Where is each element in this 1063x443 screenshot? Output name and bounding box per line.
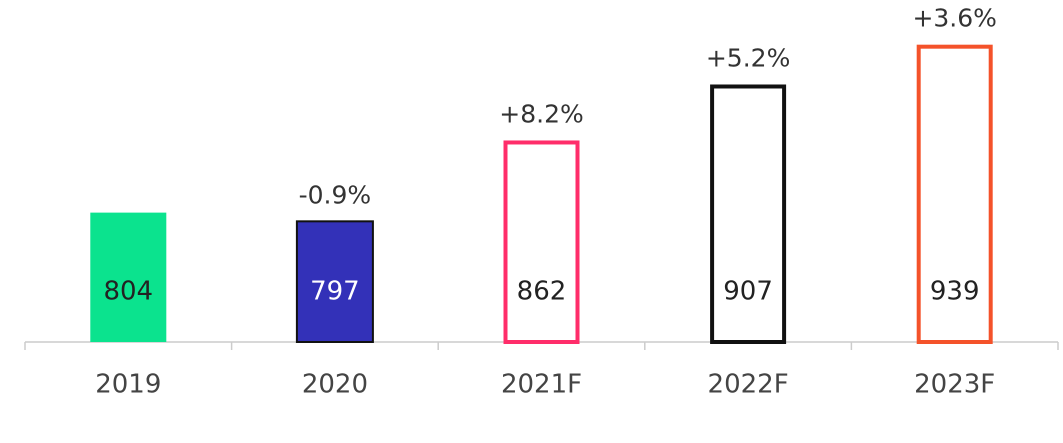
x-tick-label: 2021F: [501, 370, 582, 400]
bar: [503, 140, 580, 344]
growth-label: -0.9%: [299, 180, 372, 209]
bar: [916, 44, 993, 345]
value-label: 939: [930, 277, 980, 307]
x-tick-label: 2019: [95, 370, 161, 400]
bar: [90, 212, 167, 342]
bar: [295, 220, 374, 343]
value-label: 862: [517, 277, 567, 307]
growth-label: +8.2%: [499, 99, 583, 128]
bar: [710, 84, 787, 344]
value-label: 907: [723, 277, 773, 307]
value-label: 797: [310, 277, 360, 307]
growth-label: +5.2%: [706, 43, 790, 72]
x-tick-label: 2020: [302, 370, 368, 400]
value-label: 804: [103, 277, 153, 307]
x-tick-label: 2023F: [914, 370, 995, 400]
growth-label: +3.6%: [912, 4, 996, 33]
x-tick-label: 2022F: [708, 370, 789, 400]
